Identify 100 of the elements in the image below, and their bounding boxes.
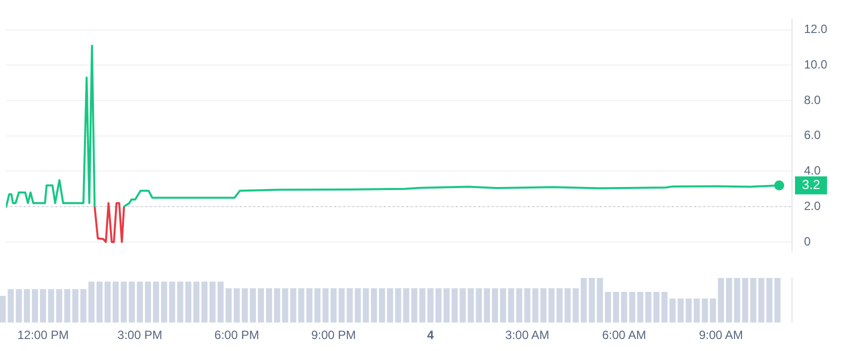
bar: [427, 288, 434, 323]
bar: [282, 288, 288, 323]
bar: [298, 288, 304, 323]
bar: [637, 292, 644, 323]
bar: [742, 278, 748, 323]
bar: [136, 282, 143, 323]
bar: [72, 289, 78, 323]
bar: [153, 282, 160, 323]
bar: [661, 292, 668, 323]
bar: [24, 289, 30, 323]
bar: [774, 278, 780, 323]
bar: [629, 292, 636, 323]
bar: [370, 288, 377, 323]
bar: [726, 278, 732, 323]
bar: [274, 288, 280, 323]
bar: [96, 282, 103, 323]
bar: [32, 289, 38, 323]
bar: [234, 288, 240, 323]
bar: [452, 288, 458, 323]
bar: [64, 289, 70, 323]
bar: [120, 282, 127, 323]
bar: [378, 288, 386, 323]
bar: [338, 288, 345, 323]
bar: [734, 278, 740, 323]
bar: [193, 282, 200, 323]
bar: [226, 288, 232, 323]
bar: [613, 292, 620, 323]
bar: [564, 288, 571, 323]
y-tick-label: 0: [804, 234, 811, 248]
bar: [750, 278, 756, 323]
x-tick-label: 6:00 PM: [214, 328, 260, 342]
bar: [16, 289, 22, 323]
bar: [210, 282, 216, 323]
bar: [645, 292, 652, 323]
bar: [112, 282, 119, 323]
bar: [362, 288, 369, 323]
bar: [88, 282, 94, 323]
bar: [48, 289, 54, 323]
bar: [766, 278, 772, 323]
bar: [524, 288, 530, 323]
x-tick-label: 3:00 PM: [118, 328, 162, 342]
bar: [177, 282, 184, 323]
bar: [266, 288, 272, 323]
bar: [330, 288, 337, 323]
bar: [604, 292, 612, 323]
bar: [508, 288, 514, 323]
bar: [218, 282, 224, 323]
y-tick-label: 10.0: [804, 57, 828, 72]
bar: [694, 298, 700, 323]
bar: [702, 298, 708, 323]
bar: [56, 289, 62, 323]
bar: [403, 288, 410, 323]
x-tick-label: 12:00 PM: [17, 328, 69, 342]
bar: [290, 288, 296, 323]
bar: [258, 288, 264, 323]
y-tick-label: 8.0: [804, 92, 822, 107]
bar: [250, 288, 256, 323]
bar: [572, 288, 579, 323]
bar: [242, 288, 248, 323]
bar: [144, 282, 151, 323]
bar: [0, 296, 6, 323]
bar: [80, 289, 86, 323]
bar: [548, 288, 555, 323]
bar: [556, 288, 563, 323]
bar: [540, 288, 546, 323]
bar: [40, 289, 46, 323]
bar: [653, 292, 660, 323]
bar: [128, 282, 135, 323]
bar: [419, 288, 426, 323]
bar: [161, 282, 168, 323]
y-tick-label: 12.0: [804, 22, 828, 36]
bar: [500, 288, 506, 323]
bar: [104, 282, 111, 323]
data-label: 3.2: [802, 176, 820, 192]
y-tick-label: 2.0: [804, 198, 822, 213]
y-tick-label: 6.0: [804, 128, 822, 142]
bar: [201, 282, 208, 323]
x-tick-label: 3:00 AM: [505, 328, 550, 342]
bar: [468, 288, 474, 323]
bar: [670, 298, 676, 323]
bar: [8, 289, 14, 323]
x-tick-label: 9:00 PM: [311, 328, 356, 342]
bar: [322, 288, 329, 323]
bar: [516, 288, 522, 323]
bar: [411, 288, 418, 323]
bar: [588, 278, 595, 323]
x-tick-label: 9:00 AM: [698, 328, 743, 342]
bar: [678, 298, 684, 323]
bar: [718, 278, 724, 323]
bar: [686, 298, 692, 323]
x-tick-label: 4: [427, 328, 434, 342]
bar: [492, 288, 498, 323]
bar: [476, 288, 482, 323]
bar: [435, 288, 442, 323]
bar: [169, 282, 176, 323]
bar: [354, 288, 361, 323]
y-tick-label: 4.0: [804, 164, 822, 178]
bar: [580, 278, 587, 323]
bar: [306, 288, 312, 323]
bar: [460, 288, 466, 323]
